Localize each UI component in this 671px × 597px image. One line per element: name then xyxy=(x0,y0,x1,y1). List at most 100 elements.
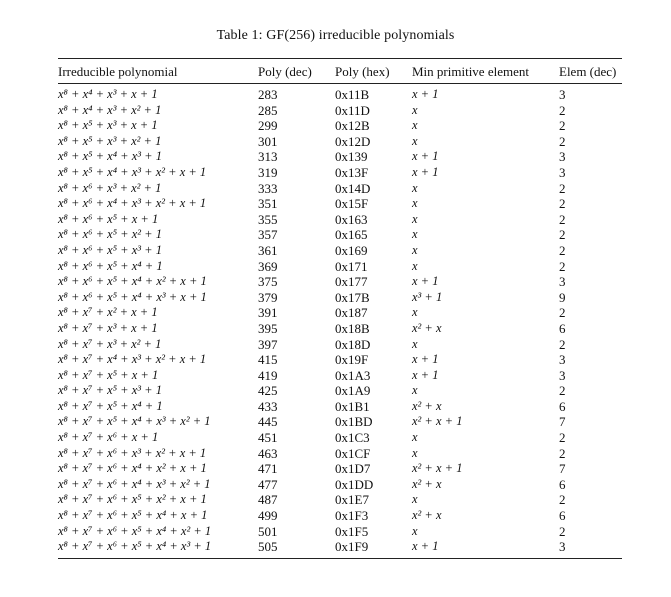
cell-poly-dec: 351 xyxy=(258,196,278,212)
cell-poly-hex: 0x139 xyxy=(335,149,368,165)
cell-min-primitive-element: x + 1 xyxy=(412,149,439,164)
table-row: x⁸ + x⁷ + x⁵ + x³ + 1 425 0x1A9 x 2 xyxy=(58,383,622,399)
cell-poly-dec: 283 xyxy=(258,87,278,102)
cell-polynomial: x⁸ + x⁷ + x⁵ + x + 1 xyxy=(58,367,159,382)
cell-polynomial: x⁸ + x⁶ + x⁵ + x + 1 xyxy=(58,211,159,226)
cell-polynomial: x⁸ + x⁷ + x⁶ + x⁵ + x⁴ + x² + 1 xyxy=(58,523,212,538)
cell-poly-hex: 0x17B xyxy=(335,289,370,305)
cell-elem-dec: 2 xyxy=(559,211,566,227)
table-row: x⁸ + x⁵ + x³ + x² + 1 301 0x12D x 2 xyxy=(58,134,622,150)
cell-min-primitive-element: x² + x + 1 xyxy=(412,461,463,476)
cell-elem-dec: 3 xyxy=(559,87,566,102)
cell-polynomial: x⁸ + x⁶ + x³ + x² + 1 xyxy=(58,180,162,195)
cell-min-primitive-element: x xyxy=(412,430,418,445)
cell-elem-dec: 2 xyxy=(559,102,566,118)
cell-poly-dec: 285 xyxy=(258,102,278,118)
table-row: x⁸ + x⁷ + x⁶ + x⁴ + x² + x + 1 471 0x1D7 x²… xyxy=(58,461,622,477)
cell-min-primitive-element: x xyxy=(412,258,418,273)
cell-poly-hex: 0x14D xyxy=(335,180,371,196)
table-row: x⁸ + x⁷ + x⁶ + x⁴ + x³ + x² + 1 477 0x1DD x… xyxy=(58,477,622,493)
cell-poly-hex: 0x1F5 xyxy=(335,523,369,539)
cell-polynomial: x⁸ + x⁵ + x³ + x + 1 xyxy=(58,118,158,133)
cell-elem-dec: 3 xyxy=(559,274,566,290)
table-row: x⁸ + x⁷ + x⁶ + x³ + x² + x + 1 463 0x1CF x 2 xyxy=(58,446,622,462)
cell-poly-hex: 0x1C3 xyxy=(335,430,370,446)
cell-poly-hex: 0x1BD xyxy=(335,414,373,430)
column-header-poly-hex: Poly (hex) xyxy=(335,58,412,84)
cell-polynomial: x⁸ + x⁵ + x⁴ + x³ + 1 xyxy=(58,149,162,164)
cell-min-primitive-element: x xyxy=(412,492,418,507)
table-row: x⁸ + x⁷ + x⁵ + x⁴ + x³ + x² + 1 445 0x1BD x… xyxy=(58,414,622,430)
column-header-min-primitive-element: Min primitive element xyxy=(412,58,559,84)
cell-poly-dec: 301 xyxy=(258,133,278,149)
cell-poly-hex: 0x1F9 xyxy=(335,539,412,559)
table-row: x⁸ + x⁴ + x³ + x² + 1 285 0x11D x 2 xyxy=(58,103,622,119)
cell-min-primitive-element: x xyxy=(412,118,418,133)
cell-poly-hex: 0x177 xyxy=(335,274,368,290)
cell-poly-dec: 499 xyxy=(258,508,278,524)
cell-elem-dec: 3 xyxy=(559,149,566,165)
cell-elem-dec: 2 xyxy=(559,180,566,196)
cell-elem-dec: 2 xyxy=(559,383,566,399)
cell-elem-dec: 3 xyxy=(559,164,566,180)
cell-min-primitive-element: x xyxy=(412,133,418,148)
cell-poly-dec: 395 xyxy=(258,320,278,336)
cell-elem-dec: 2 xyxy=(559,242,566,258)
cell-elem-dec: 2 xyxy=(559,523,566,539)
cell-poly-dec: 379 xyxy=(258,289,278,305)
cell-poly-hex: 0x1CF xyxy=(335,445,371,461)
cell-poly-dec: 391 xyxy=(258,305,278,321)
cell-poly-hex: 0x12B xyxy=(335,118,370,134)
cell-min-primitive-element: x xyxy=(412,242,418,257)
cell-polynomial: x⁸ + x⁶ + x⁵ + x⁴ + x² + x + 1 xyxy=(58,274,207,289)
cell-polynomial: x⁸ + x⁵ + x⁴ + x³ + x² + x + 1 xyxy=(58,164,207,179)
cell-elem-dec: 6 xyxy=(559,398,566,414)
cell-elem-dec: 6 xyxy=(559,320,566,336)
cell-poly-dec: 397 xyxy=(258,336,278,352)
table-row: x⁸ + x⁷ + x⁴ + x³ + x² + x + 1 415 0x19F x … xyxy=(58,352,622,368)
cell-poly-dec: 471 xyxy=(258,461,278,477)
cell-polynomial: x⁸ + x⁷ + x⁶ + x⁵ + x⁴ + x + 1 xyxy=(58,508,208,523)
table-row: x⁸ + x⁵ + x⁴ + x³ + 1 313 0x139 x + 1 3 xyxy=(58,149,622,165)
cell-polynomial: x⁸ + x⁶ + x⁵ + x³ + 1 xyxy=(58,242,162,257)
cell-poly-hex: 0x1A9 xyxy=(335,383,371,399)
cell-min-primitive-element: x² + x xyxy=(412,398,442,413)
cell-poly-dec: 433 xyxy=(258,398,278,414)
polynomial-table: Irreducible polynomial Poly (dec) Poly (… xyxy=(58,58,622,559)
table-row: x⁸ + x⁷ + x⁶ + x⁵ + x² + x + 1 487 0x1E7 x 2 xyxy=(58,492,622,508)
cell-polynomial: x⁸ + x⁷ + x² + x + 1 xyxy=(58,305,158,320)
cell-poly-hex: 0x11B xyxy=(335,87,370,102)
column-header-polynomial: Irreducible polynomial xyxy=(58,58,258,84)
cell-min-primitive-element: x + 1 xyxy=(412,352,439,367)
cell-polynomial: x⁸ + x⁷ + x⁶ + x⁴ + x³ + x² + 1 xyxy=(58,476,211,491)
table-row: x⁸ + x⁶ + x⁵ + x³ + 1 361 0x169 x 2 xyxy=(58,243,622,259)
cell-polynomial: x⁸ + x⁴ + x³ + x² + 1 xyxy=(58,102,162,117)
table-row: x⁸ + x⁷ + x⁶ + x + 1 451 0x1C3 x 2 xyxy=(58,430,622,446)
table-row: x⁸ + x⁶ + x³ + x² + 1 333 0x14D x 2 xyxy=(58,181,622,197)
cell-polynomial: x⁸ + x⁷ + x⁵ + x⁴ + 1 xyxy=(58,398,163,413)
cell-poly-hex: 0x187 xyxy=(335,305,368,321)
cell-min-primitive-element: x² + x xyxy=(412,508,442,523)
table-row: x⁸ + x⁷ + x⁶ + x⁵ + x⁴ + x² + 1 501 0x1F5 x… xyxy=(58,524,622,540)
column-header-elem-dec: Elem (dec) xyxy=(559,58,622,84)
table-row: x⁸ + x⁶ + x⁵ + x⁴ + x² + x + 1 375 0x177 x … xyxy=(58,274,622,290)
cell-elem-dec: 6 xyxy=(559,476,566,492)
cell-polynomial: x⁸ + x⁷ + x⁵ + x³ + 1 xyxy=(58,383,162,398)
cell-elem-dec: 2 xyxy=(559,258,566,274)
cell-polynomial: x⁸ + x⁴ + x³ + x + 1 xyxy=(58,87,158,101)
cell-poly-dec: 425 xyxy=(258,383,278,399)
cell-poly-hex: 0x11D xyxy=(335,102,370,118)
cell-poly-dec: 501 xyxy=(258,523,278,539)
cell-poly-dec: 445 xyxy=(258,414,278,430)
table-row: x⁸ + x⁶ + x⁵ + x⁴ + x³ + x + 1 379 0x17B x³… xyxy=(58,290,622,306)
cell-poly-dec: 319 xyxy=(258,164,278,180)
cell-min-primitive-element: x xyxy=(412,383,418,398)
cell-elem-dec: 3 xyxy=(559,539,622,559)
cell-min-primitive-element: x² + x xyxy=(412,320,442,335)
cell-poly-dec: 313 xyxy=(258,149,278,165)
table-row: x⁸ + x⁷ + x² + x + 1 391 0x187 x 2 xyxy=(58,305,622,321)
cell-polynomial: x⁸ + x⁶ + x⁵ + x² + 1 xyxy=(58,227,162,242)
cell-poly-dec: 361 xyxy=(258,242,278,258)
cell-poly-dec: 463 xyxy=(258,445,278,461)
cell-poly-dec: 299 xyxy=(258,118,278,134)
